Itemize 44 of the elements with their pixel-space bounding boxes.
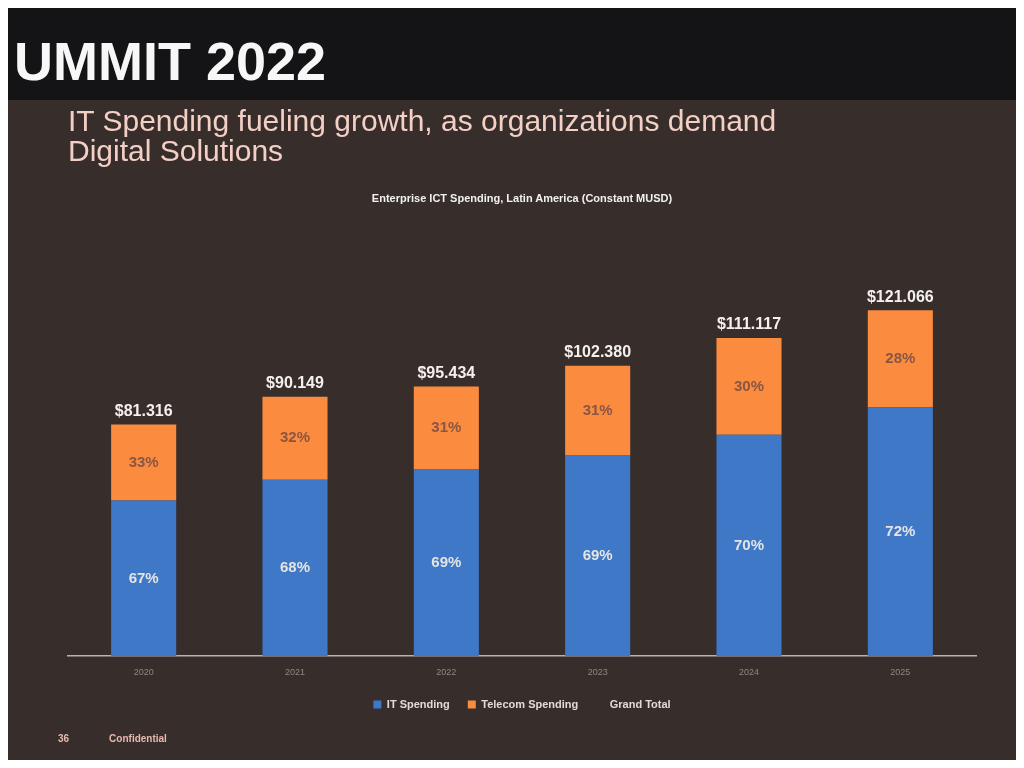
bar: [262, 479, 328, 657]
x-tick-label: 2024: [738, 667, 760, 678]
annotation: 69%: [582, 546, 613, 564]
annotation: $102.380: [564, 343, 632, 361]
annotation: 68%: [279, 558, 311, 576]
bar: [111, 424, 177, 501]
text: UMMIT 2022: [14, 31, 327, 91]
annotation: 30%: [733, 376, 765, 394]
annotation: 33%: [128, 452, 159, 470]
x-tick-label: 2021: [284, 667, 306, 678]
text: Grand Total: [609, 697, 671, 710]
annotation: 70%: [733, 535, 765, 553]
x-tick-label: 2022: [436, 667, 457, 678]
legend-label: Telecom Spending: [481, 697, 579, 710]
annotation: $90.149: [266, 374, 325, 392]
legend-label: IT Spending: [386, 697, 450, 710]
bar: [565, 455, 631, 657]
annotation: 69%: [431, 552, 462, 570]
bar: [413, 469, 479, 657]
annotation: 67%: [128, 568, 159, 586]
bar: [867, 407, 933, 657]
annotation: $121.066: [866, 287, 934, 305]
bar: [716, 434, 782, 657]
bar: [111, 500, 177, 657]
x-tick-label: 2023: [587, 667, 608, 678]
annotation: 72%: [885, 521, 916, 539]
annotation: $111.117: [716, 315, 782, 333]
text: 36: [58, 733, 70, 744]
annotation: $81.316: [114, 401, 173, 419]
annotation: $95.434: [417, 363, 476, 381]
annotation: 28%: [885, 348, 916, 366]
x-tick-label: 2025: [890, 667, 911, 678]
text: Confidential: [109, 733, 168, 744]
chart-subtitle: Enterprise ICT Spending, Latin America (Constant MUSD): [371, 191, 673, 204]
bar: [262, 396, 328, 480]
bar: [867, 310, 933, 408]
bar: [413, 386, 479, 470]
annotation: 32%: [279, 428, 311, 446]
annotation: 31%: [431, 418, 462, 436]
bar: [565, 365, 631, 456]
chart-title: IT Spending fueling growth, as organizations demand Digital Solutions: [68, 104, 777, 168]
bar: [716, 338, 782, 435]
annotation: 31%: [582, 400, 613, 418]
x-tick-label: 2020: [133, 667, 154, 678]
